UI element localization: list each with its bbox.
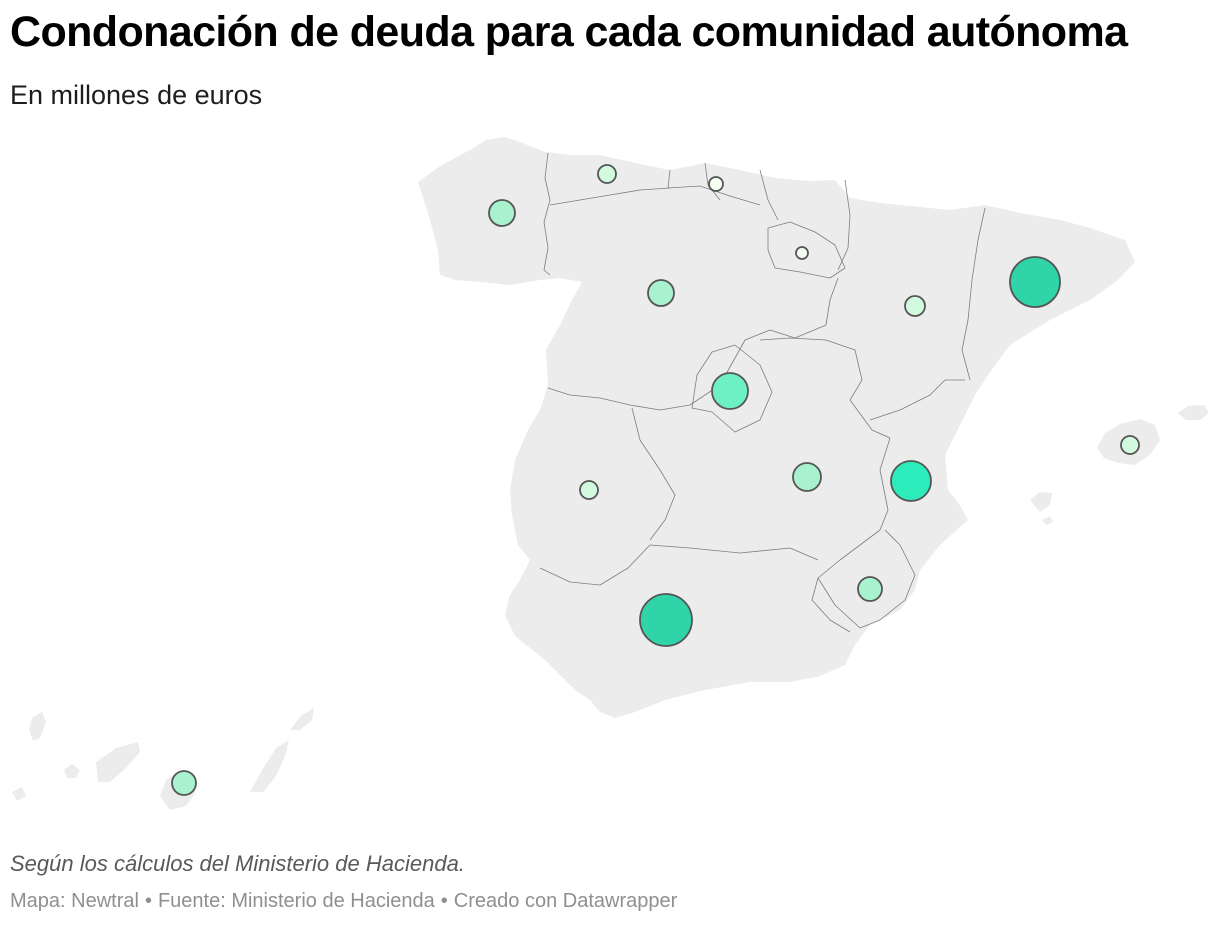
mainland-shape: [418, 137, 1135, 718]
tool-credit: Creado con Datawrapper: [453, 890, 678, 912]
bubble-region-de-murcia: [857, 576, 883, 602]
bubble-layer: [171, 164, 1140, 796]
footer-separator: •: [144, 890, 152, 912]
border-asturias-cantabria: [667, 169, 671, 189]
border-murcia: [817, 529, 916, 629]
bubble-extremadura: [579, 480, 599, 500]
fuerteventura-shape: [250, 740, 289, 792]
region-borders: [539, 152, 986, 633]
border-cantabria-basque: [704, 162, 721, 201]
border-aragon-valencia: [869, 379, 965, 421]
border-ext-andalucia: [539, 544, 651, 586]
bubble-andalucia: [639, 593, 693, 647]
land-layer: [12, 137, 1209, 810]
source-credit: Fuente: Ministerio de Hacienda: [157, 890, 435, 912]
chart-subtitle: En millones de euros: [10, 80, 263, 110]
border-rioja: [767, 221, 846, 279]
footer-separator: •: [440, 890, 448, 912]
bubble-asturias: [597, 164, 617, 184]
bubble-castilla-la-mancha: [792, 462, 822, 492]
map-credit: Mapa: Newtral: [10, 890, 139, 912]
el-hierro-shape: [12, 787, 26, 801]
border-madrid: [691, 344, 773, 433]
bubble-aragon: [904, 295, 926, 317]
chart-footer: Mapa: Newtral • Fuente: Ministerio de Haci…: [10, 890, 677, 913]
bubble-cataluna: [1009, 256, 1061, 308]
chart-title: Condonación de deuda para cada comunidad…: [10, 8, 1128, 56]
border-clm-valencia: [817, 437, 891, 579]
border-asturias-cyl: [549, 187, 671, 206]
border-aragon-cataluna: [961, 207, 986, 381]
border-clm-north: [759, 337, 891, 439]
ibiza-shape: [1030, 492, 1052, 512]
tenerife-shape: [96, 742, 140, 782]
la-palma-shape: [29, 712, 46, 741]
bubble-galicia: [488, 199, 516, 227]
bubble-canarias: [171, 770, 197, 796]
menorca-shape: [1178, 405, 1209, 420]
bubble-islas-baleares: [1120, 435, 1140, 455]
bubble-madrid: [711, 372, 749, 410]
border-galicia-asturias: [543, 152, 551, 276]
formentera-shape: [1042, 516, 1053, 525]
border-clm-andalucia: [649, 544, 819, 561]
lanzarote-shape: [290, 708, 314, 730]
bubble-navarra: [795, 246, 809, 260]
chart-note: Según los cálculos del Ministerio de Hac…: [10, 851, 465, 876]
border-cyl-south: [547, 324, 827, 411]
border-basque-navarra: [759, 169, 779, 221]
border-andalucia-murcia: [811, 577, 851, 633]
border-ext-clm: [631, 407, 676, 541]
border-navarra-aragon: [837, 179, 851, 271]
bubble-comunidad-valenciana: [890, 460, 932, 502]
la-gomera-shape: [64, 764, 80, 778]
bubble-castilla-y-leon: [647, 279, 675, 307]
border-cyl-aragon: [825, 277, 839, 326]
bubble-cantabria: [708, 176, 724, 192]
